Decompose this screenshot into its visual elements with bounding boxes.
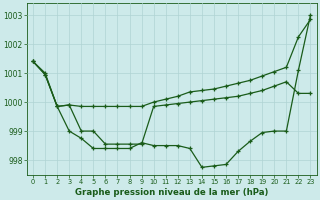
X-axis label: Graphe pression niveau de la mer (hPa): Graphe pression niveau de la mer (hPa) bbox=[75, 188, 268, 197]
